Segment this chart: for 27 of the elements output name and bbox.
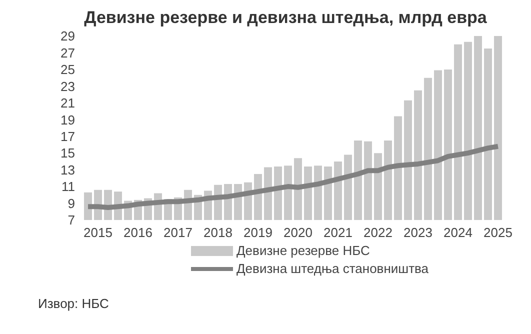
y-tick-label: 23 — [60, 78, 75, 94]
legend-label: Девизна штедња становништва — [236, 260, 429, 278]
y-tick-label: 19 — [60, 112, 75, 128]
y-tick-label: 7 — [68, 212, 75, 228]
x-tick-label: 2022 — [364, 225, 392, 240]
x-tick-label: 2025 — [484, 225, 512, 240]
text: Извор: НБС — [38, 296, 110, 311]
y-tick-label: 15 — [60, 146, 75, 161]
y-tick-label: 21 — [60, 96, 75, 111]
x-tick-label: 2024 — [444, 225, 472, 240]
y-tick-label: 29 — [60, 28, 75, 44]
y-tick-label: 27 — [60, 45, 75, 60]
x-tick-label: 2021 — [324, 225, 352, 240]
chart-title: Девизне резерве и девизна штедња, млрд евра — [83, 8, 488, 28]
y-tick-label: 11 — [62, 179, 75, 194]
x-tick-label: 2016 — [124, 225, 152, 240]
y-tick-label: 9 — [68, 196, 75, 211]
y-tick-label: 25 — [60, 62, 75, 78]
x-tick-label: 2019 — [244, 225, 272, 240]
x-tick-label: 2015 — [84, 225, 112, 240]
legend-label: Девизне резерве НБС — [236, 242, 370, 260]
x-tick-label: 2017 — [164, 225, 192, 240]
x-tick-label: 2023 — [404, 225, 432, 240]
y-tick-label: 13 — [60, 162, 75, 178]
x-tick-label: 2020 — [284, 225, 312, 240]
y-tick-label: 17 — [60, 128, 75, 144]
x-tick-label: 2018 — [204, 225, 232, 240]
